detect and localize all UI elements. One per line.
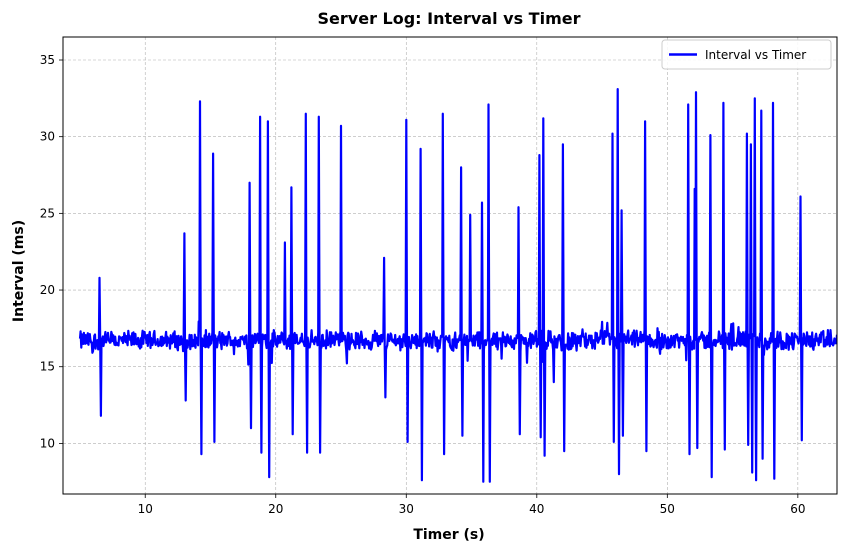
x-tick-label: 50 bbox=[660, 502, 675, 516]
chart-title: Server Log: Interval vs Timer bbox=[318, 9, 581, 28]
y-tick-label: 35 bbox=[40, 53, 55, 67]
y-tick-label: 15 bbox=[40, 360, 55, 374]
gridlines bbox=[63, 37, 837, 494]
legend-label: Interval vs Timer bbox=[705, 48, 806, 62]
plot-area bbox=[78, 88, 837, 483]
x-tick-label: 30 bbox=[399, 502, 414, 516]
x-tick-label: 20 bbox=[268, 502, 283, 516]
y-tick-label: 20 bbox=[40, 283, 55, 297]
y-tick-label: 25 bbox=[40, 206, 55, 220]
series-line-interval-vs-timer bbox=[78, 88, 837, 483]
x-axis-label: Timer (s) bbox=[413, 527, 484, 543]
y-axis-label: Interval (ms) bbox=[11, 220, 27, 322]
y-axis: 10 15 20 25 30 35 bbox=[40, 53, 63, 450]
x-tick-label: 10 bbox=[138, 502, 153, 516]
y-tick-label: 10 bbox=[40, 436, 55, 450]
x-axis: 10 20 30 40 50 60 bbox=[138, 494, 805, 516]
legend: Interval vs Timer bbox=[661, 39, 832, 70]
x-tick-label: 40 bbox=[529, 502, 544, 516]
x-tick-label: 60 bbox=[790, 502, 805, 516]
y-tick-label: 30 bbox=[40, 130, 55, 144]
legend-box bbox=[661, 39, 832, 70]
plot-frame bbox=[62, 36, 838, 495]
